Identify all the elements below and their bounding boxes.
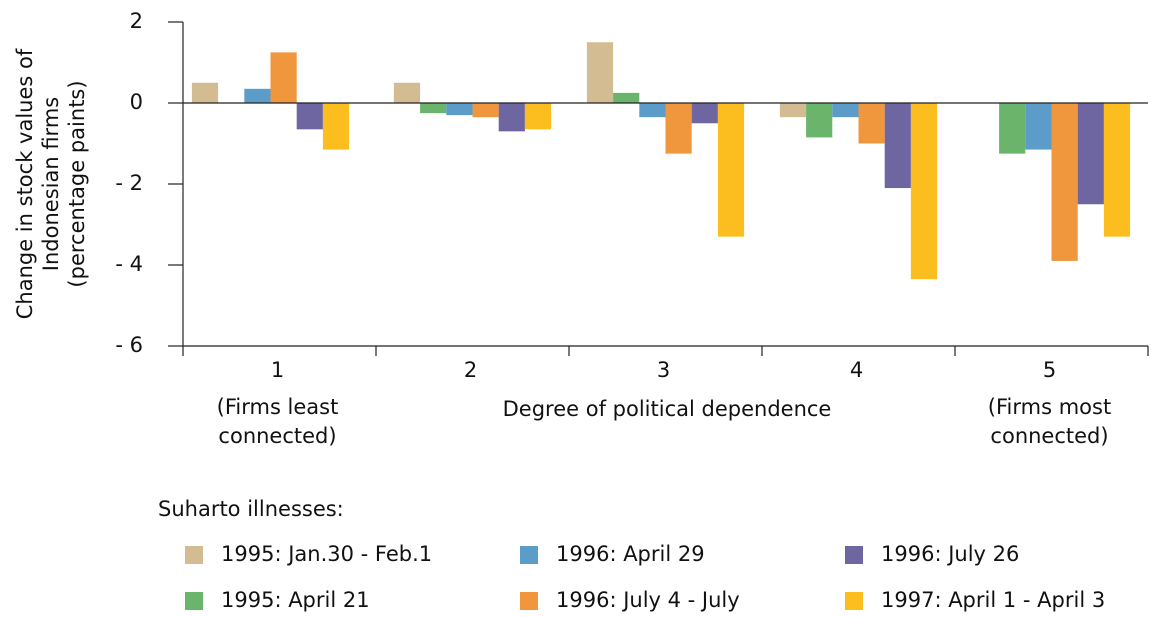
bar [191,82,219,103]
bar [717,103,745,237]
category-note: (Firms least [217,395,339,419]
legend-swatch [520,592,538,610]
x-tick-label: 5 [1043,358,1056,382]
y-axis-label: Indonesian firms [39,97,63,271]
y-tick-label: - 4 [115,252,143,276]
x-tick-label: 1 [271,358,284,382]
bar [446,103,473,116]
bar [420,103,447,114]
bar [665,103,692,154]
legend-title: Suharto illnesses: [158,497,344,521]
bar [832,103,859,118]
legend-swatch [185,592,203,610]
y-axis-label: Change in stock values of [13,48,37,319]
legend-label: 1997: April 1 - April 3 [881,588,1105,612]
y-tick-label: 0 [130,90,143,114]
bar [472,103,499,118]
legend-label: 1995: Jan.30 - Feb.1 [221,542,432,566]
bar [884,103,911,189]
y-axis-label: (percentage paints) [65,80,89,287]
category-note: connected) [990,424,1108,448]
bar [393,82,421,103]
category-note: (Firms most [988,395,1111,419]
bar [1025,103,1052,150]
bar [910,103,938,280]
bar [296,103,323,130]
bar [586,42,614,103]
legend-swatch [185,546,203,564]
bar [779,103,807,118]
legend-label: 1996: April 29 [556,542,705,566]
category-note: connected) [218,424,336,448]
bar [858,103,885,144]
x-tick-label: 3 [657,358,670,382]
x-axis-label: Degree of political dependence [503,397,832,421]
bar [1103,103,1131,237]
legend-label: 1996: July 4 - July [556,588,740,612]
y-tick-label: 2 [130,9,143,33]
y-tick-label: - 6 [115,333,143,357]
legend-label: 1995: April 21 [221,588,370,612]
x-tick-label: 4 [850,358,863,382]
bar [999,103,1026,154]
y-tick-label: - 2 [115,171,143,195]
bar [270,52,297,103]
bar [244,88,271,103]
bar [806,103,833,138]
x-tick-label: 2 [464,358,477,382]
legend-swatch [845,546,863,564]
legend-label: 1996: July 26 [881,542,1019,566]
bar [613,92,640,103]
bar [498,103,525,132]
bar [639,103,666,118]
bar [1051,103,1078,261]
bar [1077,103,1104,205]
bar [322,103,350,150]
bar [524,103,552,130]
legend-swatch [845,592,863,610]
legend-swatch [520,546,538,564]
bar [691,103,718,124]
